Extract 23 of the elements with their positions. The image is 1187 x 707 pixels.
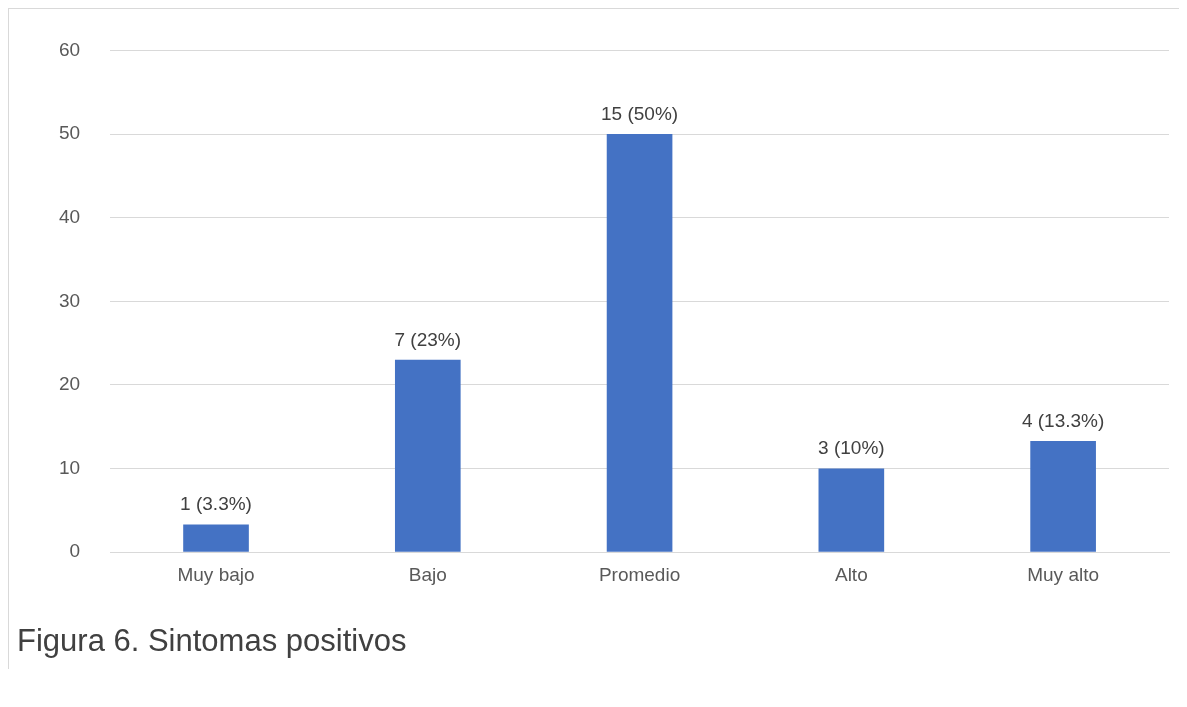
bar <box>1030 440 1096 552</box>
x-tick-label: Muy alto <box>1027 563 1100 585</box>
data-label: 4 (13.3%) <box>1021 409 1105 431</box>
x-tick-label: Promedio <box>598 563 681 585</box>
data-label: 3 (10%) <box>818 437 885 459</box>
x-tick-label: Muy bajo <box>177 563 255 585</box>
data-label: 1 (3.3%) <box>180 493 252 515</box>
x-tick-label: Alto <box>834 563 868 585</box>
y-tick-label: 60 <box>58 38 81 60</box>
y-tick-label: 0 <box>69 540 81 562</box>
y-tick-label: 30 <box>58 289 81 311</box>
data-label: 7 (23%) <box>394 328 462 350</box>
bar <box>394 359 461 552</box>
y-tick-label: 50 <box>58 122 81 144</box>
x-tick-label: Bajo <box>408 563 447 585</box>
bar <box>818 468 885 552</box>
data-label: 15 (50%) <box>601 102 679 124</box>
y-tick-label: 10 <box>58 456 81 478</box>
text: Figura 6. Sintomas positivos <box>16 622 408 660</box>
y-tick-label: 40 <box>58 205 81 227</box>
bar <box>606 134 673 552</box>
y-tick-label: 20 <box>58 373 81 395</box>
bar <box>183 524 249 552</box>
